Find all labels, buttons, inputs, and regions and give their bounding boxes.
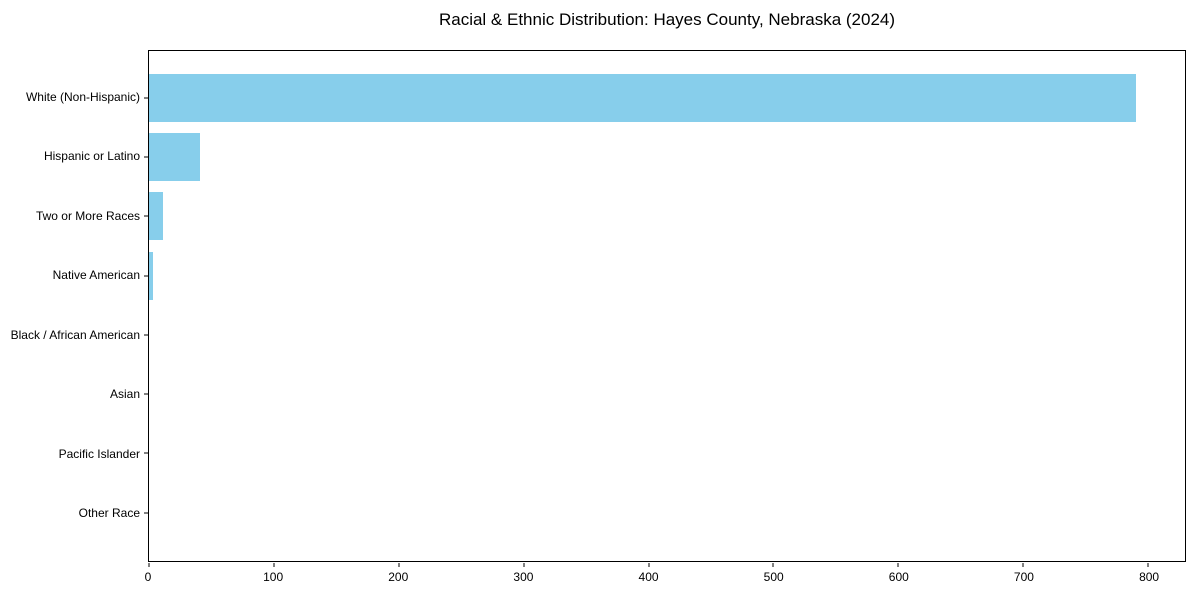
x-tick	[1147, 563, 1149, 567]
x-tick	[148, 563, 150, 567]
x-tick-label: 500	[763, 570, 784, 584]
x-tick-label: 800	[1139, 570, 1160, 584]
y-axis-label: White (Non-Hispanic)	[25, 90, 140, 104]
x-axis-labels: 0 100 200 300 400 500 600 700 800	[144, 563, 1186, 587]
y-tick	[144, 452, 148, 454]
x-tick	[1022, 563, 1024, 567]
y-axis-label: Asian	[109, 387, 140, 402]
bar-hispanic-or-latino	[149, 133, 201, 182]
y-axis-label: Two or More Races	[35, 208, 140, 223]
y-tick	[144, 215, 148, 217]
y-axis-label: Native American	[52, 268, 140, 283]
y-tick	[144, 393, 148, 395]
y-tick	[144, 512, 148, 514]
plot-area	[144, 50, 1186, 567]
y-tick	[144, 97, 148, 99]
chart-title: Racial & Ethnic Distribution: Hayes Coun…	[438, 10, 896, 29]
x-tick-label: 300	[513, 570, 534, 584]
x-tick	[897, 563, 899, 567]
x-tick-label: 100	[263, 570, 284, 584]
y-axis-labels: White (Non-Hispanic) Hispanic or Latino Tw…	[0, 50, 140, 562]
y-tick	[144, 156, 148, 158]
y-axis-label: Hispanic or Latino	[43, 149, 140, 164]
y-tick	[144, 275, 148, 277]
x-tick-label: 200	[388, 570, 409, 584]
y-tick	[144, 334, 148, 336]
x-tick-label: 400	[638, 570, 659, 584]
x-tick	[772, 563, 774, 567]
y-axis-label: Pacific Islander	[58, 446, 140, 461]
x-tick-label: 600	[888, 570, 909, 584]
x-tick	[523, 563, 525, 567]
bar-white-non-hispanic-	[149, 73, 1136, 122]
bar-two-or-more-races	[149, 192, 163, 241]
y-axis-label: Black / African American	[10, 327, 140, 342]
x-tick-label: 0	[144, 570, 152, 584]
x-tick	[273, 563, 275, 567]
y-axis-label: Other Race	[78, 506, 140, 521]
bar-native-american	[149, 251, 153, 300]
x-tick	[648, 563, 650, 567]
x-tick-label: 700	[1013, 570, 1034, 584]
x-tick	[398, 563, 400, 567]
